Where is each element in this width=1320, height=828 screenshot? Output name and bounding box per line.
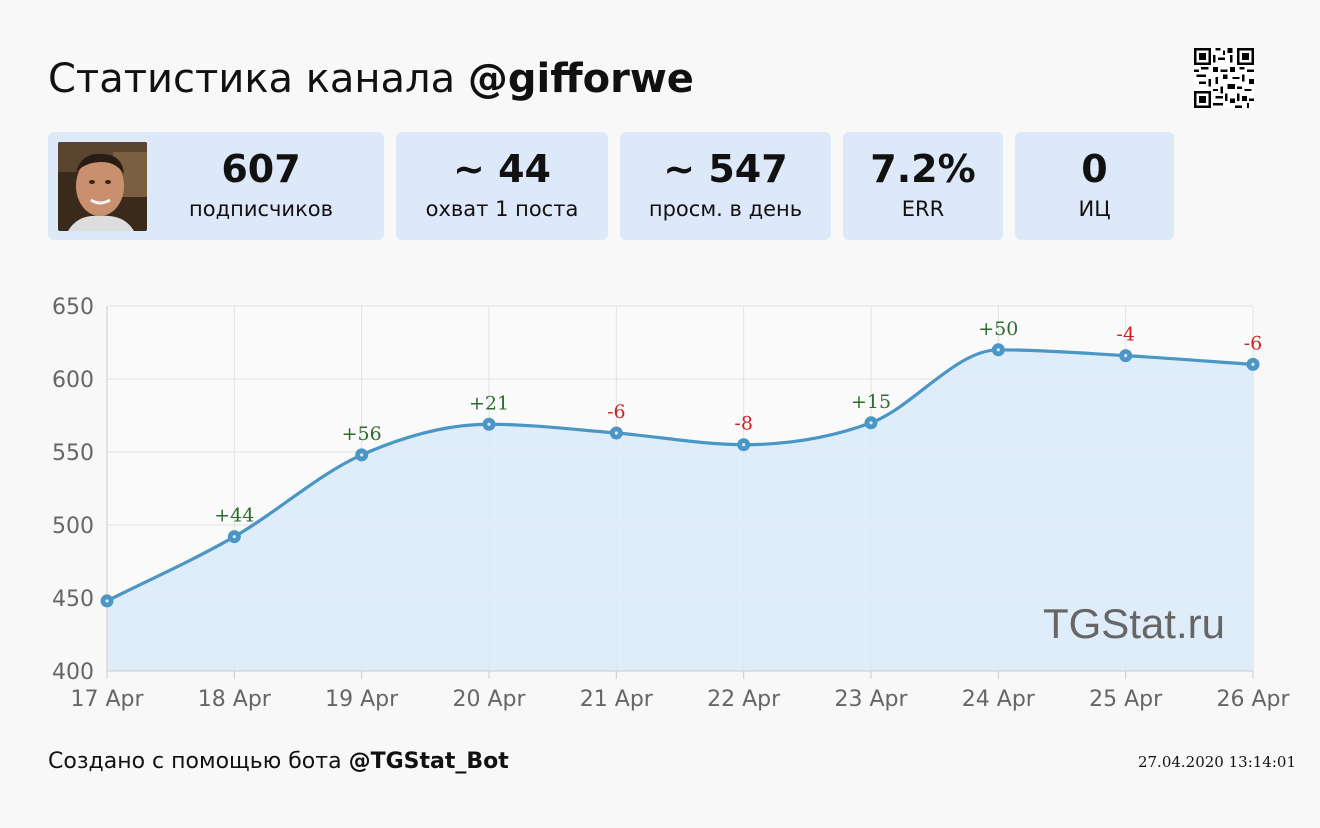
channel-name: @gifforwe [467,56,694,102]
y-tick-label: 450 [52,587,94,612]
err-label: ERR [901,197,945,221]
x-tick-label: 25 Apr [1089,687,1163,712]
x-tick-label: 20 Apr [452,687,526,712]
area-fill [107,349,1253,671]
citation-index-label: ИЦ [1078,197,1111,221]
data-label: -4 [1116,324,1135,346]
stat-card-err: 7.2% ERR [843,132,1003,240]
x-tick-label: 26 Apr [1216,687,1290,712]
data-label: -8 [734,413,753,435]
stat-card-daily-views: ~ 547 просм. в день [620,132,831,240]
x-tick-label: 18 Apr [198,687,272,712]
title-prefix: Статистика канала [48,56,456,102]
y-tick-label: 400 [52,660,94,685]
series-line [106,348,1254,603]
data-point-center [742,443,746,447]
data-label: +56 [342,423,382,445]
qr-code-icon [1194,48,1254,108]
data-label: -6 [607,401,626,423]
footer-credit: Создано с помощью бота @TGStat_Bot [48,748,509,776]
x-tick-label: 21 Apr [580,687,654,712]
subscribers-label: подписчиков [189,197,333,221]
channel-avatar [58,142,147,231]
data-label: +50 [978,318,1018,340]
stat-card-citation-index: 0 ИЦ [1015,132,1174,240]
y-tick-label: 600 [52,368,94,393]
data-label: +44 [214,505,254,527]
watermark: TGStat.ru [1043,600,1225,647]
footer-prefix: Создано с помощью бота [48,749,342,774]
y-tick-label: 500 [52,514,94,539]
reach-label: охват 1 поста [425,197,579,221]
data-point-center [232,535,236,539]
data-point-center [869,421,873,425]
page-title: Статистика канала @gifforwe [48,52,694,106]
daily-views-label: просм. в день [648,197,803,221]
daily-views-value: ~ 547 [663,147,788,191]
data-label: +21 [469,392,509,414]
err-value: 7.2% [870,147,976,191]
x-tick-label: 24 Apr [962,687,1036,712]
data-label: -6 [1244,332,1263,354]
reach-value: ~ 44 [453,147,551,191]
stat-card-reach: ~ 44 охват 1 поста [396,132,608,240]
citation-index-value: 0 [1081,147,1108,191]
data-point-center [487,422,491,426]
data-label: +15 [851,391,891,413]
data-point-center [105,599,109,603]
x-tick-label: 23 Apr [834,687,908,712]
subscribers-value: 607 [221,147,301,191]
data-point-center [614,431,618,435]
data-point-center [996,348,1000,352]
x-tick-label: 17 Apr [70,687,144,712]
x-tick-label: 22 Apr [707,687,781,712]
data-point-center [360,453,364,457]
data-point-center [1251,362,1255,366]
generated-timestamp: 27.04.2020 13:14:01 [1137,753,1296,771]
y-tick-label: 650 [52,295,94,320]
y-tick-label: 550 [52,441,94,466]
bot-link[interactable]: @TGStat_Bot [348,749,509,774]
x-tick-label: 19 Apr [325,687,399,712]
data-point-center [1124,354,1128,358]
